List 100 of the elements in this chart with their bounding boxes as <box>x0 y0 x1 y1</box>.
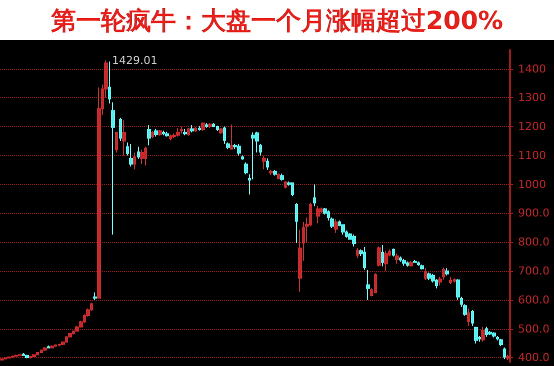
candlestick <box>363 246 366 270</box>
candlestick <box>413 260 417 264</box>
candlestick <box>65 336 68 344</box>
y-tick-label: 1300 <box>518 91 546 104</box>
candlestick <box>427 272 431 280</box>
candlestick <box>212 122 215 128</box>
candlestick <box>158 130 162 136</box>
candlestick <box>169 134 172 141</box>
candlestick <box>133 152 136 170</box>
candlestick <box>488 330 492 336</box>
candlestick <box>25 354 29 359</box>
candlestick <box>266 158 269 170</box>
candlestick <box>183 128 187 136</box>
candlestick <box>356 248 359 258</box>
candlestick <box>40 349 43 354</box>
candlestick <box>137 146 140 160</box>
annotation: 1429.01 <box>112 54 158 67</box>
candlestick <box>406 260 409 268</box>
candlestick <box>381 244 384 267</box>
candlestick <box>11 355 14 358</box>
candlestick <box>445 268 449 276</box>
candlestick <box>144 146 147 166</box>
candlestick <box>187 128 190 136</box>
candlestick <box>129 143 133 167</box>
candlestick <box>147 124 151 146</box>
candlestick <box>43 346 47 352</box>
candlestick <box>392 248 395 258</box>
candlestick <box>485 326 488 338</box>
y-tick-label: 500.0 <box>518 322 550 336</box>
candlestick <box>341 224 345 236</box>
candlestick <box>219 128 223 134</box>
y-tick-label: 600.0 <box>518 293 550 306</box>
candlestick <box>32 354 36 358</box>
candlestick <box>140 149 144 165</box>
candlestick <box>237 143 241 156</box>
candlestick <box>93 292 97 300</box>
candlestick <box>7 356 11 360</box>
candlestick <box>208 122 212 128</box>
candlestick <box>176 128 180 138</box>
candlestick <box>399 256 402 262</box>
candlestick <box>269 169 273 176</box>
candlestick <box>97 87 101 300</box>
candlestick <box>506 354 510 360</box>
candlestick <box>467 308 470 326</box>
candlestick <box>384 250 388 272</box>
candlestick <box>29 355 32 360</box>
candlestick <box>316 206 320 224</box>
y-tick-label: 1400 <box>518 62 546 76</box>
candlestick <box>36 351 39 356</box>
candlestick <box>119 117 122 142</box>
candlestick <box>259 143 262 156</box>
candlestick <box>111 102 115 236</box>
candlestick <box>284 180 287 189</box>
candlestick <box>481 326 485 342</box>
candlestick <box>198 125 201 132</box>
candlestick <box>277 172 280 180</box>
candlestick <box>474 326 478 344</box>
y-tick-label: 800.0 <box>518 236 550 249</box>
candlestick <box>295 202 298 244</box>
candlestick <box>471 310 474 326</box>
candlestick <box>262 155 266 170</box>
candlestick <box>108 61 111 104</box>
candlestick <box>61 340 65 346</box>
candlestick <box>492 332 496 338</box>
candlestick <box>449 276 452 284</box>
candlestick <box>420 264 424 270</box>
y-tick-label: 1100 <box>518 148 546 162</box>
candlestick <box>291 182 294 197</box>
candlestick <box>409 260 413 268</box>
candlestick <box>205 122 208 128</box>
candlestick <box>0 358 4 362</box>
candlestick <box>180 126 183 134</box>
candlestick <box>4 356 7 360</box>
candlestick <box>374 272 377 294</box>
candlestick <box>47 345 50 349</box>
candlestick <box>194 126 197 132</box>
y-tick-label: 900.0 <box>518 206 550 220</box>
candlestick <box>503 347 506 360</box>
candlestick <box>216 125 219 132</box>
candlestick <box>151 130 154 139</box>
candlestick <box>395 253 399 264</box>
candlestick <box>273 169 277 176</box>
y-tick-label: 1200 <box>518 120 546 134</box>
candlestick <box>122 120 126 156</box>
candlestick <box>402 258 406 266</box>
candlestick <box>162 130 165 136</box>
candlestick <box>334 218 338 234</box>
candlestick <box>22 352 25 356</box>
candlestick <box>165 131 169 138</box>
candlestick <box>14 354 18 358</box>
candlestick <box>18 354 22 356</box>
y-tick-label: 700.0 <box>518 264 550 278</box>
candlestick <box>154 128 158 138</box>
candlestick <box>366 269 370 300</box>
candlestick <box>499 338 503 347</box>
candlestick <box>241 154 244 160</box>
candlestick <box>244 162 248 175</box>
candlestick <box>377 246 381 267</box>
y-tick-label: 400.0 <box>518 351 550 364</box>
candlestick <box>280 173 284 182</box>
